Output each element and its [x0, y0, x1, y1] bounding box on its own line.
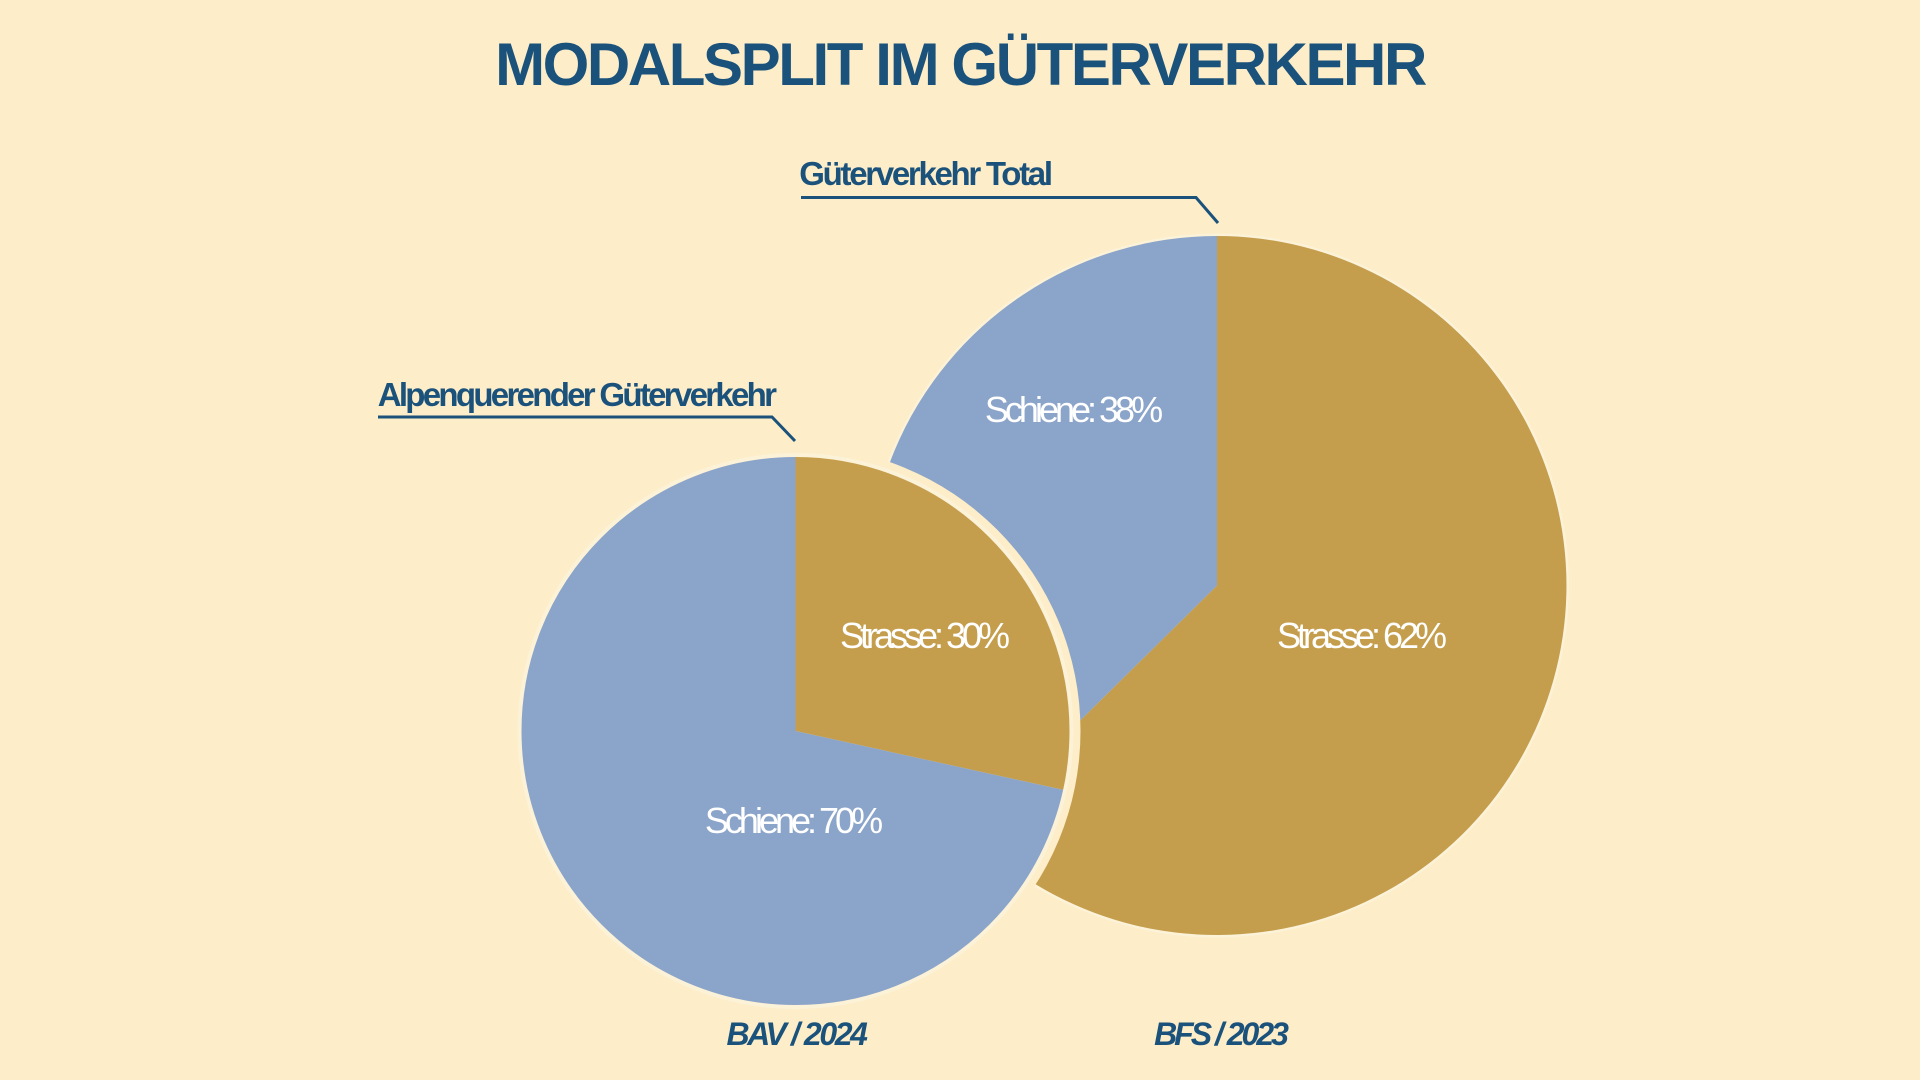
svg-text:MODALSPLIT IM GÜTERVERKEHR: MODALSPLIT IM GÜTERVERKEHR	[495, 31, 1427, 98]
svg-text:Schiene: 38%: Schiene: 38%	[985, 389, 1162, 430]
svg-text:Schiene: 70%: Schiene: 70%	[705, 800, 882, 841]
svg-text:BAV / 2024: BAV / 2024	[726, 1016, 868, 1052]
svg-text:Strasse: 62%: Strasse: 62%	[1277, 615, 1446, 656]
svg-text:BFS / 2023: BFS / 2023	[1154, 1016, 1289, 1052]
svg-text:Güterverkehr Total: Güterverkehr Total	[799, 155, 1051, 192]
svg-text:Alpenquerender Güterverkehr: Alpenquerender Güterverkehr	[378, 376, 777, 413]
svg-text:Strasse: 30%: Strasse: 30%	[840, 615, 1009, 656]
